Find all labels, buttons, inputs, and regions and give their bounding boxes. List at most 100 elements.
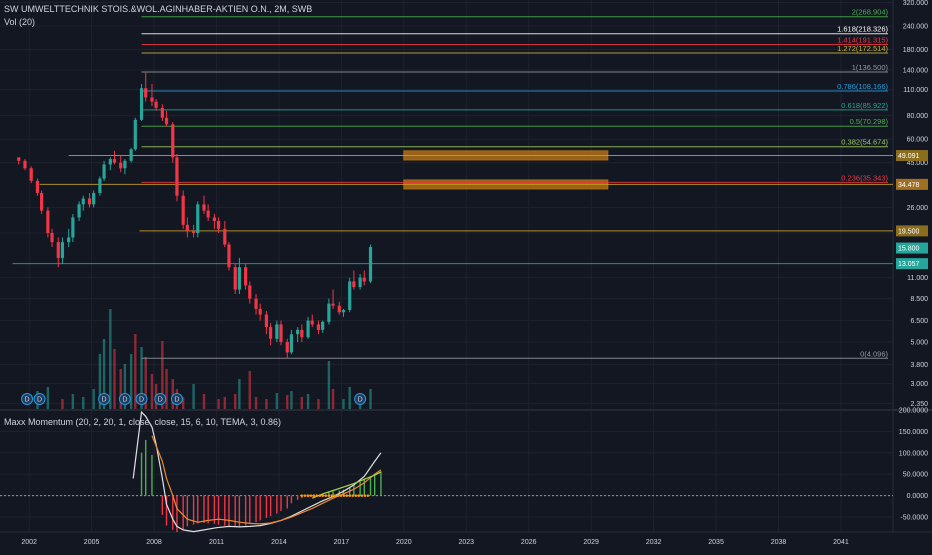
- volume-bar: [161, 341, 164, 409]
- candle-body[interactable]: [300, 329, 304, 338]
- candle-body[interactable]: [35, 180, 40, 194]
- candle-body[interactable]: [248, 285, 252, 299]
- candle-body[interactable]: [275, 324, 279, 339]
- candle-body[interactable]: [144, 88, 148, 98]
- price-tick-label: 26.000: [907, 205, 929, 212]
- candle-body[interactable]: [40, 193, 44, 211]
- candle-body[interactable]: [160, 107, 164, 118]
- dividend-marker-label: D: [102, 397, 107, 404]
- candle-body[interactable]: [154, 101, 158, 108]
- candle-body[interactable]: [285, 341, 289, 353]
- candle-body[interactable]: [139, 88, 144, 120]
- time-tick-label: 2017: [334, 539, 350, 546]
- candle-body[interactable]: [92, 193, 96, 205]
- candle-body[interactable]: [223, 228, 227, 245]
- candle-body[interactable]: [191, 230, 196, 234]
- fib-level-label: 1.272(172.514): [837, 44, 888, 53]
- candle-body[interactable]: [46, 210, 50, 234]
- candle-body[interactable]: [358, 277, 362, 288]
- candle-body[interactable]: [310, 320, 314, 325]
- candle-body[interactable]: [171, 124, 175, 158]
- fib-level-label: 0.382(54.674): [841, 138, 888, 147]
- candle-body[interactable]: [289, 334, 294, 353]
- candle-body[interactable]: [316, 324, 321, 330]
- fib-level-label: 0(4.096): [860, 349, 888, 358]
- candle-body[interactable]: [71, 217, 75, 238]
- candle-body[interactable]: [23, 160, 27, 169]
- candle-body[interactable]: [87, 198, 92, 205]
- candle-body[interactable]: [279, 324, 283, 342]
- volume-bar: [123, 364, 127, 409]
- indicator-tick-label: 50.0000: [903, 472, 928, 479]
- candle-body[interactable]: [129, 149, 133, 161]
- volume-bar: [248, 371, 251, 409]
- candle-body[interactable]: [331, 303, 335, 306]
- candle-body[interactable]: [77, 204, 81, 218]
- candle-body[interactable]: [321, 321, 325, 330]
- time-tick-label: 2029: [583, 539, 599, 546]
- candle-body[interactable]: [227, 244, 231, 268]
- price-badge: [896, 258, 928, 270]
- volume-bar: [181, 397, 185, 409]
- time-tick-label: 2038: [771, 539, 787, 546]
- dividend-marker[interactable]: [170, 393, 183, 405]
- candle-body[interactable]: [133, 119, 137, 150]
- candle-body[interactable]: [50, 233, 54, 243]
- candle-body[interactable]: [368, 247, 373, 282]
- candle-body[interactable]: [98, 178, 102, 194]
- candle-body[interactable]: [119, 162, 123, 169]
- candle-body[interactable]: [233, 267, 237, 290]
- candle-body[interactable]: [206, 210, 210, 218]
- candle-body[interactable]: [327, 303, 331, 322]
- candle-body[interactable]: [112, 159, 117, 163]
- candle-body[interactable]: [216, 221, 221, 229]
- candle-body[interactable]: [337, 305, 341, 313]
- dividend-marker[interactable]: [98, 393, 111, 405]
- candle-body[interactable]: [123, 160, 127, 169]
- dividend-marker[interactable]: [135, 393, 148, 405]
- price-tick-label: 5.000: [910, 339, 928, 346]
- candle-body[interactable]: [56, 242, 60, 258]
- candle-body[interactable]: [150, 97, 154, 102]
- candle-body[interactable]: [60, 242, 65, 258]
- fib-level-label: 0.618(85.922): [841, 101, 888, 110]
- indicator-tick-label: 200.0000: [899, 408, 928, 415]
- time-tick-label: 2008: [146, 539, 162, 546]
- candle-body[interactable]: [17, 157, 21, 161]
- dividend-marker[interactable]: [118, 393, 131, 405]
- candle-body[interactable]: [108, 159, 112, 165]
- candle-body[interactable]: [164, 117, 169, 125]
- candle-body[interactable]: [306, 320, 310, 338]
- candle-body[interactable]: [175, 157, 179, 196]
- candle-body[interactable]: [296, 329, 300, 335]
- candle-body[interactable]: [67, 237, 71, 243]
- candle-body[interactable]: [254, 298, 258, 309]
- candle-body[interactable]: [202, 204, 206, 211]
- candle-body[interactable]: [237, 267, 241, 290]
- dividend-marker[interactable]: [354, 393, 367, 405]
- candle-body[interactable]: [348, 281, 352, 310]
- candle-body[interactable]: [81, 198, 85, 205]
- volume-bar: [342, 399, 345, 409]
- candle-body[interactable]: [196, 204, 200, 234]
- candle-body[interactable]: [362, 277, 366, 282]
- candle-body[interactable]: [264, 314, 269, 328]
- candle-body[interactable]: [244, 267, 248, 286]
- dividend-marker[interactable]: [21, 393, 34, 405]
- indicator-signal-dot: [351, 494, 355, 497]
- dividend-marker[interactable]: [33, 393, 46, 405]
- dividend-marker[interactable]: [154, 393, 167, 405]
- candle-body[interactable]: [269, 327, 273, 339]
- candle-body[interactable]: [185, 224, 189, 231]
- candle-body[interactable]: [341, 309, 346, 313]
- candle-body[interactable]: [181, 195, 185, 225]
- candle-body[interactable]: [102, 164, 106, 179]
- candle-body[interactable]: [212, 217, 217, 222]
- candle-body[interactable]: [352, 281, 356, 288]
- volume-bar: [265, 399, 268, 409]
- candle-body[interactable]: [258, 308, 262, 315]
- candle-body[interactable]: [29, 168, 33, 181]
- time-tick-label: 2002: [21, 539, 37, 546]
- price-badge: [896, 150, 928, 162]
